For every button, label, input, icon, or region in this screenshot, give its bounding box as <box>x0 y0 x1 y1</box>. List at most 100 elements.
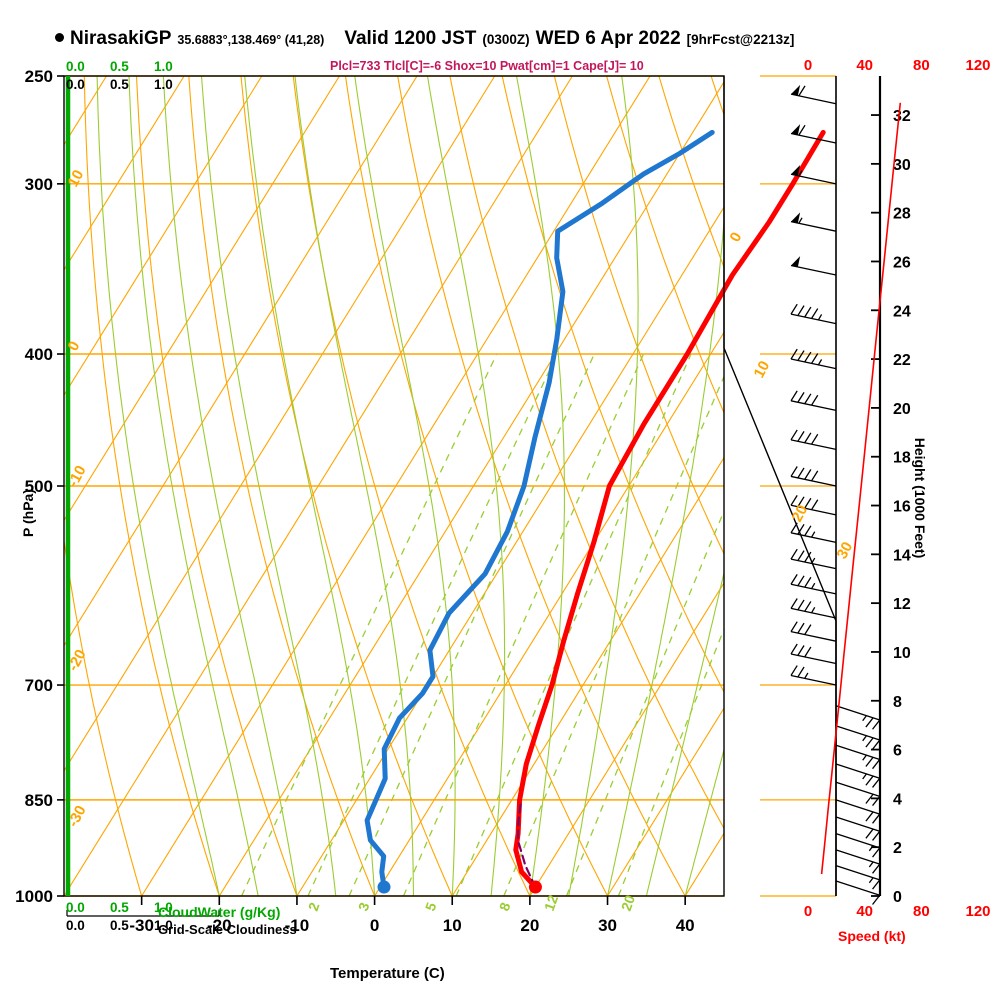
wind-barb <box>835 705 881 730</box>
speed-axis-title: Speed (kt) <box>838 928 906 944</box>
height-tick-label: 28 <box>893 206 911 223</box>
temperature-tick-label: -10 <box>285 916 310 935</box>
valid-date: WED 6 Apr 2022 <box>535 28 681 49</box>
wind-barb <box>835 725 881 750</box>
height-tick-label: 20 <box>893 401 911 418</box>
header-line: NirasakiGP 35.6883°,138.469° (41,28) Val… <box>55 28 794 50</box>
height-tick-label: 2 <box>893 840 902 857</box>
wind-barb <box>790 665 837 686</box>
moist-adiabat-line <box>684 747 724 896</box>
dry-adiabat-line <box>135 76 298 896</box>
speed-tick-label-top: 40 <box>856 57 873 74</box>
dry-adiabat-line <box>606 76 724 415</box>
cloudiness-tick-label-top: 0.0 <box>66 77 85 92</box>
wind-barb <box>835 849 881 874</box>
wind-barb <box>835 744 881 770</box>
dewp-surface-dot <box>377 880 391 894</box>
parcel-profile-line <box>516 798 537 889</box>
cloudwater-tick-label-top: 0.0 <box>66 59 85 74</box>
mixing-ratio-label: 3 <box>355 900 373 913</box>
pressure-tick-label: 850 <box>25 791 53 810</box>
height-tick-label: 30 <box>893 157 911 174</box>
cloudwater-tick-label-top: 0.5 <box>110 59 129 74</box>
moist-adiabat-line <box>515 76 565 896</box>
adiabat-label-right: 30 <box>834 539 857 562</box>
dewpoint-profile-line <box>364 129 715 890</box>
cloudwater-axis-title: CloudWater (g/Kg) <box>158 904 281 920</box>
dry-adiabat-line <box>397 76 686 896</box>
dry-adiabat-line <box>64 537 143 896</box>
mixing-ratio-line <box>307 353 558 896</box>
height-tick-label: 22 <box>893 352 911 369</box>
adiabat-label-right: 10 <box>751 358 774 381</box>
height-tick-label: 26 <box>893 254 911 271</box>
station-coords: 35.6883°,138.469° (41,28) <box>177 33 325 47</box>
pressure-tick-label: 700 <box>25 676 53 695</box>
wind-barb <box>790 256 837 276</box>
cloudiness-tick-label-bottom: 0.5 <box>110 918 129 933</box>
pressure-tick-label: 1000 <box>15 887 53 906</box>
wind-barb <box>790 390 837 412</box>
pressure-axis-title: P (hPa) <box>20 489 36 537</box>
wind-barb <box>835 799 881 824</box>
dry-adiabat-line <box>868 76 1000 896</box>
height-tick-label: 12 <box>893 596 911 613</box>
isotherm-line <box>64 76 185 271</box>
dry-adiabat-line <box>710 76 724 117</box>
temperature-tick-label: -20 <box>207 916 232 935</box>
mixing-ratio-label: 8 <box>496 900 514 913</box>
wind-barb <box>790 84 837 105</box>
wind-barb <box>835 833 881 858</box>
dry-adiabat-line <box>344 76 608 896</box>
mixing-ratio-label: 20 <box>618 893 638 913</box>
height-tick-label: 4 <box>893 791 902 808</box>
wind-barb <box>790 548 837 570</box>
station-dot-icon <box>55 33 64 42</box>
wind-barb <box>790 429 837 451</box>
isotherm-line <box>684 832 724 896</box>
temperature-profile-line <box>513 129 826 890</box>
height-tick-label: 8 <box>893 694 902 711</box>
temperature-tick-label: 0 <box>370 916 379 935</box>
forecast-stamp: [9hrFcst@2213z] <box>686 32 795 47</box>
cloudiness-tick-label-bottom: 1.0 <box>154 918 173 933</box>
wind-barb <box>835 880 881 905</box>
speed-tick-label-top: 120 <box>965 57 990 74</box>
wind-barb <box>790 212 837 232</box>
wind-barb <box>790 303 837 325</box>
height-tick-label: 16 <box>893 499 911 516</box>
adiabat-label-right: 0 <box>727 230 746 245</box>
isotherm-line <box>64 76 263 397</box>
dry-adiabat-line <box>920 76 1000 896</box>
pressure-tick-label: 500 <box>25 477 53 496</box>
mixing-ratio-line <box>455 353 692 896</box>
temperature-tick-label: -30 <box>129 916 154 935</box>
temperature-tick-label: 20 <box>520 916 539 935</box>
cloudwater-tick-label-bottom: 1.0 <box>154 900 173 915</box>
mixing-ratio-line <box>348 353 595 896</box>
isotherm-line <box>607 707 724 896</box>
height-tick-label: 10 <box>893 645 911 662</box>
cloudiness-tick-label-top: 0.5 <box>110 77 129 92</box>
wind-barb <box>790 495 837 516</box>
station-name: NirasakiGP <box>70 28 172 49</box>
pressure-tick-label: 250 <box>25 67 53 86</box>
speed-tick-label-top: 0 <box>804 57 812 74</box>
speed-tick-label-bottom: 40 <box>856 903 873 920</box>
dry-adiabat-line <box>83 76 220 896</box>
cloudwater-tick-label-bottom: 0.5 <box>110 900 129 915</box>
moist-adiabat-line <box>96 76 220 896</box>
mixing-ratio-label: 5 <box>422 900 440 913</box>
wind-barb <box>835 816 881 841</box>
moist-adiabat-line <box>645 570 724 896</box>
moist-adiabat-line <box>426 76 506 896</box>
wind-panel-boundary <box>723 76 837 896</box>
wind-barb <box>790 466 837 487</box>
height-tick-label: 0 <box>893 889 902 906</box>
dry-adiabat-line <box>501 76 724 694</box>
moist-adiabat-line <box>128 76 259 896</box>
adiabat-label-right: 20 <box>789 502 812 525</box>
moist-adiabat-line <box>200 76 337 896</box>
